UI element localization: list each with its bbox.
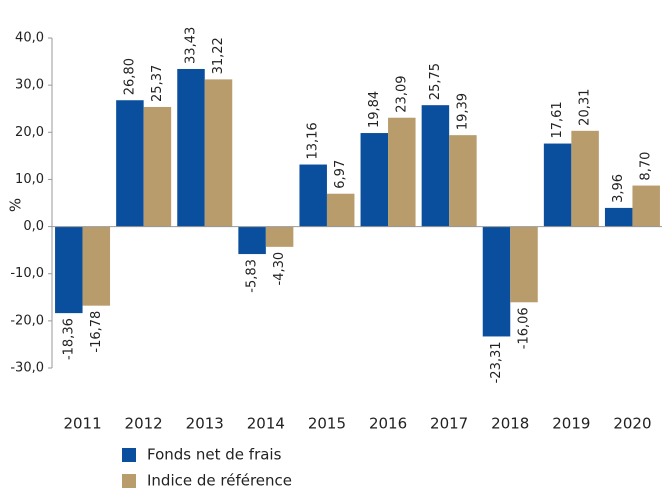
x-tick-label: 2011: [63, 415, 101, 433]
bar: [55, 226, 83, 314]
value-label: 25,37: [150, 65, 165, 102]
bar: [326, 193, 355, 227]
bar: [116, 100, 144, 227]
value-label: -16,06: [517, 307, 532, 349]
y-tick-label: 30,0: [15, 78, 44, 93]
bar: [388, 117, 416, 227]
value-label: 26,80: [122, 58, 137, 95]
y-tick-label: -10,0: [10, 266, 44, 281]
y-tick-label: -20,0: [10, 313, 44, 328]
bar: [265, 226, 294, 247]
bar: [143, 106, 172, 227]
value-label: 31,22: [211, 37, 226, 74]
bar: [632, 185, 660, 227]
value-label: 19,39: [455, 93, 470, 130]
value-label: 20,31: [578, 89, 593, 126]
value-label: -16,78: [89, 311, 104, 353]
x-tick-label: 2016: [369, 415, 407, 433]
value-label: 23,09: [394, 75, 409, 112]
value-label: 19,84: [367, 91, 382, 128]
x-tick-label: 2020: [613, 415, 651, 433]
bar: [238, 226, 266, 255]
bar: [449, 135, 477, 227]
value-label: 3,96: [611, 174, 626, 203]
legend-swatch: [122, 448, 136, 462]
value-label: 13,16: [306, 122, 321, 159]
value-label: -5,83: [245, 259, 260, 293]
y-tick-label: 10,0: [15, 172, 44, 187]
x-tick-label: 2012: [125, 415, 163, 433]
bar: [82, 226, 111, 306]
legend-label: Indice de référence: [147, 472, 292, 490]
bar: [421, 105, 450, 227]
value-label: -4,30: [272, 252, 287, 286]
x-tick-label: 2015: [308, 415, 346, 433]
y-tick-label: 0,0: [23, 219, 44, 234]
y-tick-label: 20,0: [15, 125, 44, 140]
bar: [571, 130, 599, 227]
x-tick-label: 2013: [186, 415, 224, 433]
value-label: 33,43: [184, 27, 199, 64]
x-tick-label: 2017: [430, 415, 468, 433]
y-tick-label: 40,0: [15, 31, 44, 46]
bar: [482, 226, 511, 337]
bar: [299, 164, 327, 227]
bar: [204, 79, 233, 227]
value-label: -18,36: [61, 318, 76, 360]
bar: [543, 143, 572, 227]
bar: [604, 207, 633, 227]
value-label: 17,61: [550, 101, 565, 138]
x-tick-label: 2019: [552, 415, 590, 433]
x-tick-label: 2014: [247, 415, 285, 433]
value-label: -23,31: [489, 341, 504, 383]
value-label: 25,75: [428, 63, 443, 100]
value-label: 6,97: [333, 160, 348, 189]
legend-swatch: [122, 474, 136, 488]
x-tick-label: 2018: [491, 415, 529, 433]
value-label: 8,70: [639, 152, 654, 181]
bar: [360, 133, 389, 227]
y-axis-label: %: [7, 198, 25, 212]
bar: [510, 226, 538, 303]
legend-label: Fonds net de frais: [147, 446, 282, 464]
bar: [177, 68, 205, 227]
y-tick-label: -30,0: [10, 361, 44, 376]
